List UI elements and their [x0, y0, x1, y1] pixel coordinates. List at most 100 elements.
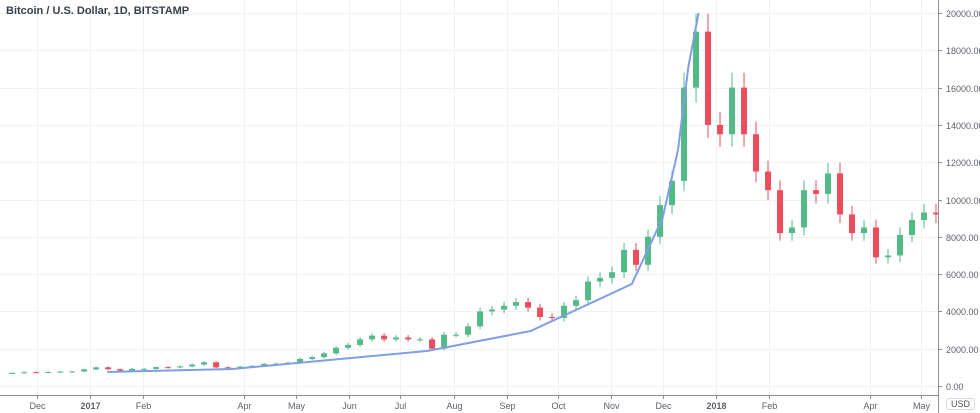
x-tick-label: Apr [237, 401, 251, 411]
y-tick-label: 20000.00 [946, 9, 980, 19]
currency-badge[interactable]: USD [946, 398, 976, 410]
x-tick-label: May [913, 401, 931, 411]
candle-body [825, 173, 832, 194]
y-tick-label: 2000.00 [946, 345, 979, 355]
candle-body [813, 190, 820, 194]
candle-body [765, 171, 772, 191]
candle-body [345, 344, 352, 348]
y-tick-label: 4000.00 [946, 307, 979, 317]
candle-body [369, 335, 376, 340]
y-tick-label: 6000.00 [946, 270, 979, 280]
candle-body [729, 87, 736, 135]
candle-body [513, 302, 520, 306]
candle-body [321, 353, 328, 358]
candle-body [381, 335, 388, 340]
candle-body [525, 302, 532, 308]
candle-body [333, 347, 340, 354]
candle-body [669, 180, 676, 206]
candle-body [849, 214, 856, 234]
y-tick-label: 12000.00 [946, 158, 980, 168]
candle-body [213, 362, 220, 368]
candle-body [417, 339, 424, 341]
time-axis[interactable]: Dec 2017 Feb Apr May Jun Jul Aug Sep Oct Nov Dec 201… [29, 395, 930, 411]
candle-body [453, 334, 460, 336]
candle-body [489, 309, 496, 312]
candle-body [681, 87, 688, 181]
x-tick-label: Oct [551, 401, 566, 411]
candle-body [861, 227, 868, 234]
y-tick-label: 16000.00 [946, 84, 980, 94]
candle-body [537, 307, 544, 317]
candle-body [621, 249, 628, 273]
candle-body [93, 367, 100, 370]
candle-body [717, 124, 724, 135]
x-tick-label: Jun [342, 401, 357, 411]
candle-body [549, 316, 556, 318]
candle-body [153, 367, 160, 369]
candle-body [873, 227, 880, 258]
candle-body [105, 367, 112, 370]
trendline[interactable] [107, 12, 700, 373]
candle-body [393, 337, 400, 340]
y-tick-label: 0.00 [946, 382, 964, 392]
x-tick-label: 2018 [706, 401, 726, 411]
candle-body [117, 369, 124, 371]
candle-body [573, 300, 580, 306]
candle-body [837, 173, 844, 215]
candle-body [165, 367, 172, 369]
y-tick-label: 14000.00 [946, 121, 980, 131]
candle-body [57, 371, 64, 373]
x-tick-label: Dec [655, 401, 672, 411]
x-tick-label: Dec [29, 401, 46, 411]
candle-body [69, 371, 76, 373]
candle-body [81, 369, 88, 372]
y-tick-label: 18000.00 [946, 46, 980, 56]
candle-body [21, 372, 28, 374]
candle-body [896, 234, 903, 256]
candle-body [297, 358, 304, 363]
candle-body [309, 357, 316, 359]
candle-body [129, 368, 136, 371]
chart-title: Bitcoin / U.S. Dollar, 1D, BITSTAMP [6, 5, 190, 17]
y-tick-label: 8000.00 [946, 233, 979, 243]
candle-body [501, 305, 508, 310]
candle-body [801, 190, 808, 228]
x-tick-label: Apr [863, 401, 877, 411]
candle-body [693, 31, 700, 88]
candle-body [465, 326, 472, 335]
candle-body [189, 364, 196, 367]
candle-body [885, 255, 892, 258]
candle-body [920, 212, 927, 221]
candle-body [405, 337, 412, 340]
candle-body [357, 339, 364, 345]
x-tick-label: Sep [499, 401, 515, 411]
candle-body [932, 212, 939, 215]
candle-body [225, 367, 232, 369]
candle-body [261, 363, 268, 366]
candle-body [741, 87, 748, 135]
candle-body [597, 277, 604, 282]
candle-body [477, 311, 484, 327]
candle-body [777, 190, 784, 234]
candle-body [141, 368, 148, 370]
x-tick-label: 2017 [80, 401, 100, 411]
candle-body [908, 220, 915, 235]
x-tick-label: Feb [762, 401, 778, 411]
x-tick-label: May [288, 401, 306, 411]
candle-body [561, 305, 568, 318]
candle-body [585, 281, 592, 301]
candle-body [177, 366, 184, 368]
x-tick-label: Nov [603, 401, 620, 411]
candle-body [789, 227, 796, 234]
candle-body [657, 205, 664, 237]
candle-body [429, 339, 436, 349]
y-tick-label: 10000.00 [946, 196, 980, 206]
x-tick-label: Aug [446, 401, 462, 411]
candle-body [753, 134, 760, 172]
candles [9, 13, 939, 374]
candle-body [441, 334, 448, 349]
price-axis[interactable]: 0.00 2000.00 4000.00 6000.00 8000.00 10000.00… [938, 9, 980, 392]
candle-body [609, 272, 616, 278]
candle-body [45, 372, 52, 374]
